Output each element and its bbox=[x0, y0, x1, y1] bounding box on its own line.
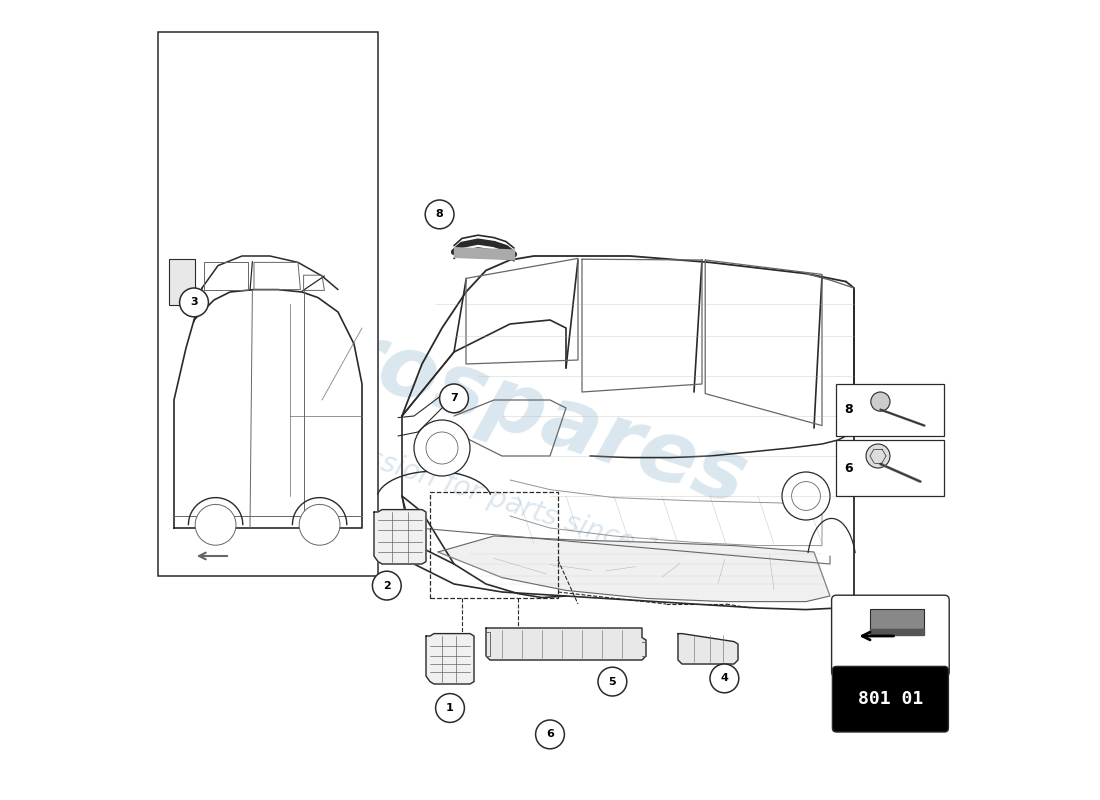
Polygon shape bbox=[438, 536, 830, 602]
FancyBboxPatch shape bbox=[169, 259, 195, 305]
Text: 2: 2 bbox=[383, 581, 390, 590]
Text: 6: 6 bbox=[546, 730, 554, 739]
FancyBboxPatch shape bbox=[158, 32, 378, 576]
FancyBboxPatch shape bbox=[870, 609, 924, 629]
Text: 3: 3 bbox=[190, 298, 198, 307]
Polygon shape bbox=[426, 634, 474, 684]
Circle shape bbox=[373, 571, 402, 600]
Polygon shape bbox=[374, 510, 426, 564]
Circle shape bbox=[426, 200, 454, 229]
FancyBboxPatch shape bbox=[836, 440, 945, 496]
Circle shape bbox=[426, 432, 458, 464]
Text: 801 01: 801 01 bbox=[858, 690, 923, 708]
Text: 1: 1 bbox=[447, 703, 454, 713]
Text: 7: 7 bbox=[450, 394, 458, 403]
Text: 8: 8 bbox=[845, 403, 853, 416]
Text: 8: 8 bbox=[436, 210, 443, 219]
Polygon shape bbox=[486, 628, 646, 660]
Circle shape bbox=[598, 667, 627, 696]
Circle shape bbox=[440, 384, 469, 413]
Circle shape bbox=[866, 444, 890, 468]
FancyBboxPatch shape bbox=[832, 595, 949, 677]
Circle shape bbox=[871, 392, 890, 411]
FancyBboxPatch shape bbox=[833, 666, 948, 732]
Polygon shape bbox=[678, 634, 738, 664]
Circle shape bbox=[195, 505, 236, 546]
Circle shape bbox=[536, 720, 564, 749]
Text: 5: 5 bbox=[608, 677, 616, 686]
Circle shape bbox=[436, 694, 464, 722]
Circle shape bbox=[782, 472, 830, 520]
Text: eurospares: eurospares bbox=[214, 277, 758, 523]
FancyBboxPatch shape bbox=[836, 384, 945, 436]
Text: 4: 4 bbox=[720, 674, 728, 683]
Circle shape bbox=[179, 288, 208, 317]
Polygon shape bbox=[870, 629, 924, 635]
Circle shape bbox=[414, 420, 470, 476]
Circle shape bbox=[299, 505, 340, 546]
Circle shape bbox=[792, 482, 821, 510]
Text: 6: 6 bbox=[845, 462, 853, 474]
Circle shape bbox=[710, 664, 739, 693]
Text: a passion for parts since 1985: a passion for parts since 1985 bbox=[306, 426, 714, 582]
